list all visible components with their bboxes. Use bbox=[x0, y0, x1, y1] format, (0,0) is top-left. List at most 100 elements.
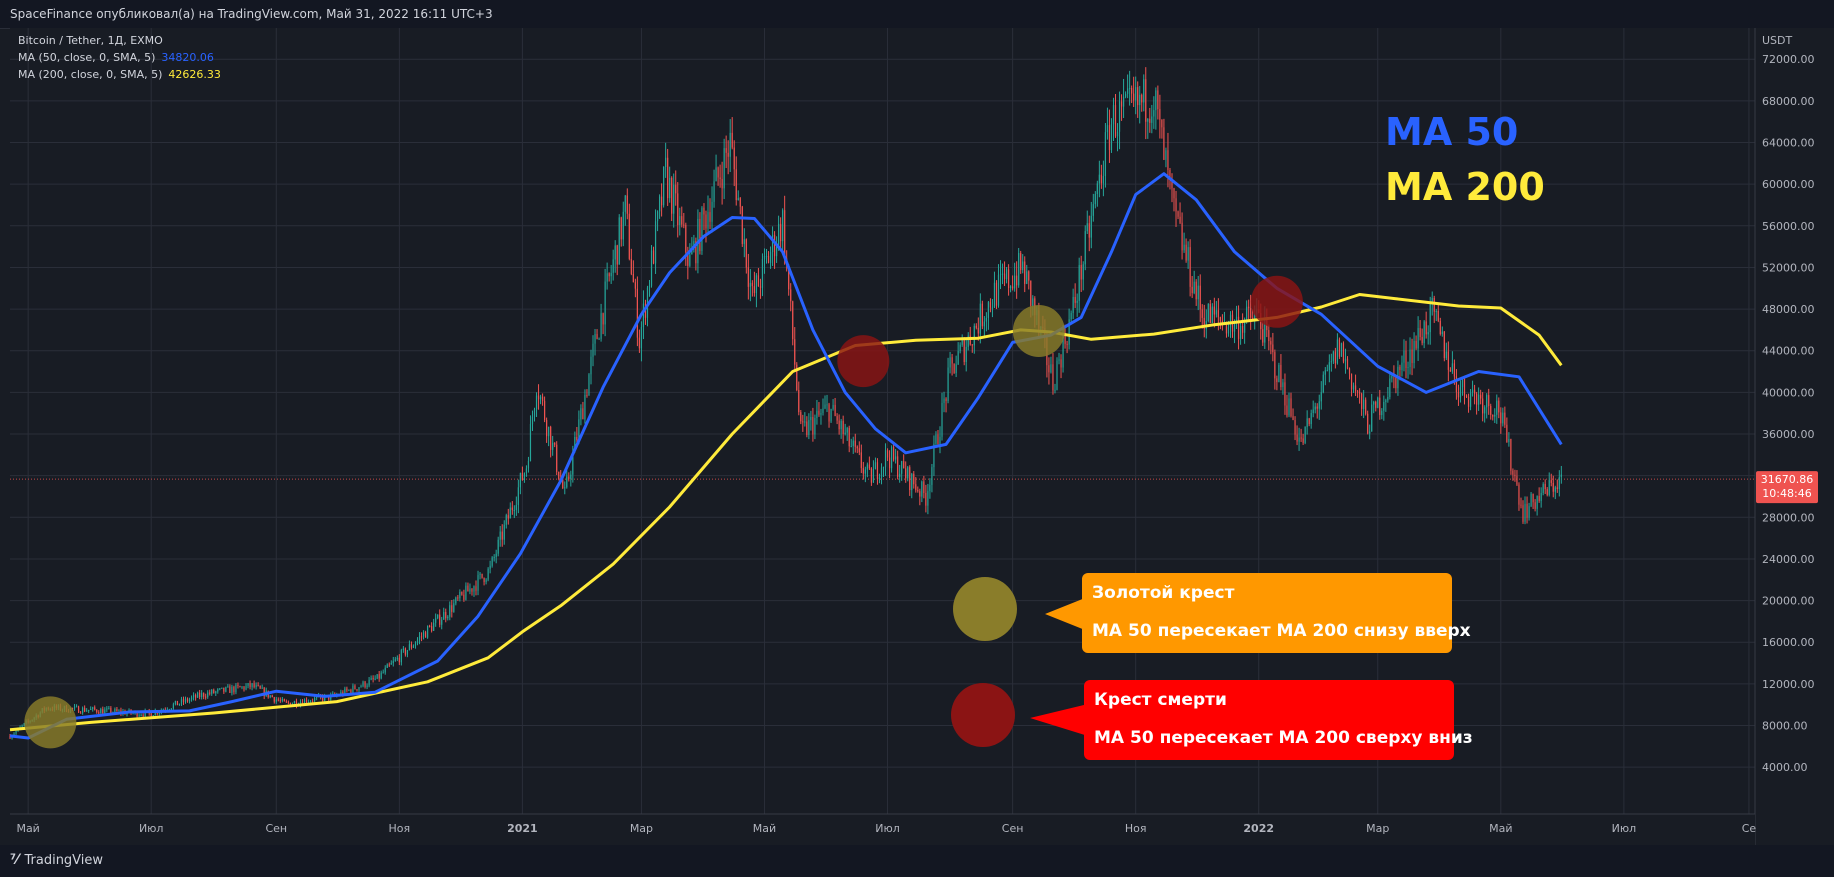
candle-down bbox=[687, 252, 689, 266]
death-cross-legend-circle bbox=[951, 683, 1015, 747]
candle-up bbox=[1471, 389, 1474, 393]
golden-cross-title: Золотой крест bbox=[1092, 583, 1235, 603]
candle-down bbox=[420, 636, 423, 638]
candle-down bbox=[695, 241, 697, 264]
candle-up bbox=[658, 196, 661, 212]
ma50-title: MA 50 bbox=[1385, 110, 1519, 154]
candle-up bbox=[503, 524, 505, 540]
candle-up bbox=[245, 685, 247, 690]
candle-up bbox=[396, 657, 398, 660]
candle-down bbox=[1455, 376, 1458, 393]
candle-up bbox=[1135, 87, 1137, 101]
candle-up bbox=[1363, 399, 1365, 409]
candle-down bbox=[445, 612, 447, 619]
candle-down bbox=[828, 404, 830, 422]
candle-up bbox=[810, 416, 812, 421]
tradingview-logo[interactable]: ⁷⁄ TradingView bbox=[10, 852, 103, 868]
candle-up bbox=[1558, 476, 1560, 490]
ma200-legend-value: 42626.33 bbox=[168, 68, 221, 81]
candle-up bbox=[86, 710, 88, 712]
candle-down bbox=[806, 421, 808, 435]
candle-down bbox=[836, 416, 838, 421]
candle-down bbox=[1108, 125, 1111, 151]
candle-up bbox=[872, 468, 875, 483]
candle-up bbox=[1147, 118, 1149, 122]
price-series bbox=[9, 67, 1562, 740]
candle-down bbox=[858, 448, 860, 453]
ma200-legend[interactable]: MA (200, close, 0, SMA, 5) 42626.33 bbox=[18, 68, 221, 81]
candle-down bbox=[136, 711, 138, 717]
candle-up bbox=[1211, 306, 1213, 324]
candle-down bbox=[909, 467, 911, 491]
candle-up bbox=[437, 614, 439, 619]
candle-down bbox=[735, 169, 737, 201]
ma50-line bbox=[9, 172, 1563, 740]
candle-down bbox=[1365, 399, 1367, 414]
candle-down bbox=[346, 688, 348, 691]
candle-down bbox=[739, 198, 741, 207]
candle-down bbox=[677, 193, 679, 226]
candle-down bbox=[1066, 343, 1068, 345]
candle-up bbox=[1122, 96, 1125, 107]
candle-up bbox=[965, 346, 967, 363]
candle-up bbox=[1092, 204, 1094, 216]
candle-down bbox=[862, 468, 864, 474]
candle-down bbox=[372, 677, 374, 680]
candle-up bbox=[1524, 503, 1526, 522]
candle-up bbox=[895, 456, 897, 460]
cross-markers bbox=[24, 275, 1303, 749]
candle-up bbox=[943, 398, 945, 403]
candle-up bbox=[808, 420, 810, 435]
candle-up bbox=[1076, 300, 1078, 303]
candle-up bbox=[235, 684, 237, 693]
y-tick-label: 40000.00 bbox=[1762, 386, 1815, 399]
candle-up bbox=[190, 697, 193, 700]
candle-up bbox=[1032, 298, 1034, 306]
candle-up bbox=[525, 468, 528, 474]
candle-up bbox=[138, 715, 140, 717]
candle-up bbox=[654, 221, 657, 264]
candle-down bbox=[608, 273, 610, 277]
candle-down bbox=[1179, 216, 1181, 223]
candle-up bbox=[1560, 474, 1562, 477]
candle-up bbox=[775, 245, 778, 257]
candle-down bbox=[1437, 310, 1439, 321]
candle-up bbox=[1554, 487, 1556, 492]
candle-up bbox=[600, 313, 602, 339]
candle-up bbox=[491, 557, 493, 566]
candle-down bbox=[1338, 339, 1341, 357]
candle-up bbox=[1014, 275, 1016, 289]
ma50-legend[interactable]: MA (50, close, 0, SMA, 5) 34820.06 bbox=[18, 51, 214, 64]
candle-down bbox=[378, 674, 380, 679]
candle-down bbox=[305, 699, 308, 703]
candle-up bbox=[106, 708, 108, 710]
candle-down bbox=[767, 255, 770, 263]
candle-up bbox=[441, 619, 443, 625]
candle-up bbox=[1340, 343, 1343, 357]
candle-up bbox=[782, 210, 784, 242]
candle-up bbox=[75, 706, 78, 708]
candle-up bbox=[648, 285, 651, 288]
candle-up bbox=[469, 588, 471, 592]
y-tick-label: 16000.00 bbox=[1762, 636, 1815, 649]
candle-down bbox=[283, 699, 285, 702]
candle-up bbox=[650, 250, 653, 286]
candle-up bbox=[211, 689, 213, 694]
candle-down bbox=[1268, 330, 1270, 342]
candle-down bbox=[717, 167, 719, 178]
candle-up bbox=[1090, 215, 1092, 238]
candle-up bbox=[1235, 316, 1238, 324]
candle-up bbox=[170, 708, 172, 710]
candle-up bbox=[850, 445, 852, 447]
candle-up bbox=[251, 683, 253, 688]
candle-up bbox=[1318, 401, 1320, 409]
candle-up bbox=[570, 474, 572, 479]
candle-up bbox=[1084, 231, 1086, 265]
candle-down bbox=[431, 626, 433, 631]
candle-down bbox=[1354, 385, 1357, 392]
candle-down bbox=[1514, 474, 1516, 477]
candle-down bbox=[350, 689, 352, 693]
candle-down bbox=[556, 444, 558, 472]
candle-down bbox=[773, 234, 776, 257]
